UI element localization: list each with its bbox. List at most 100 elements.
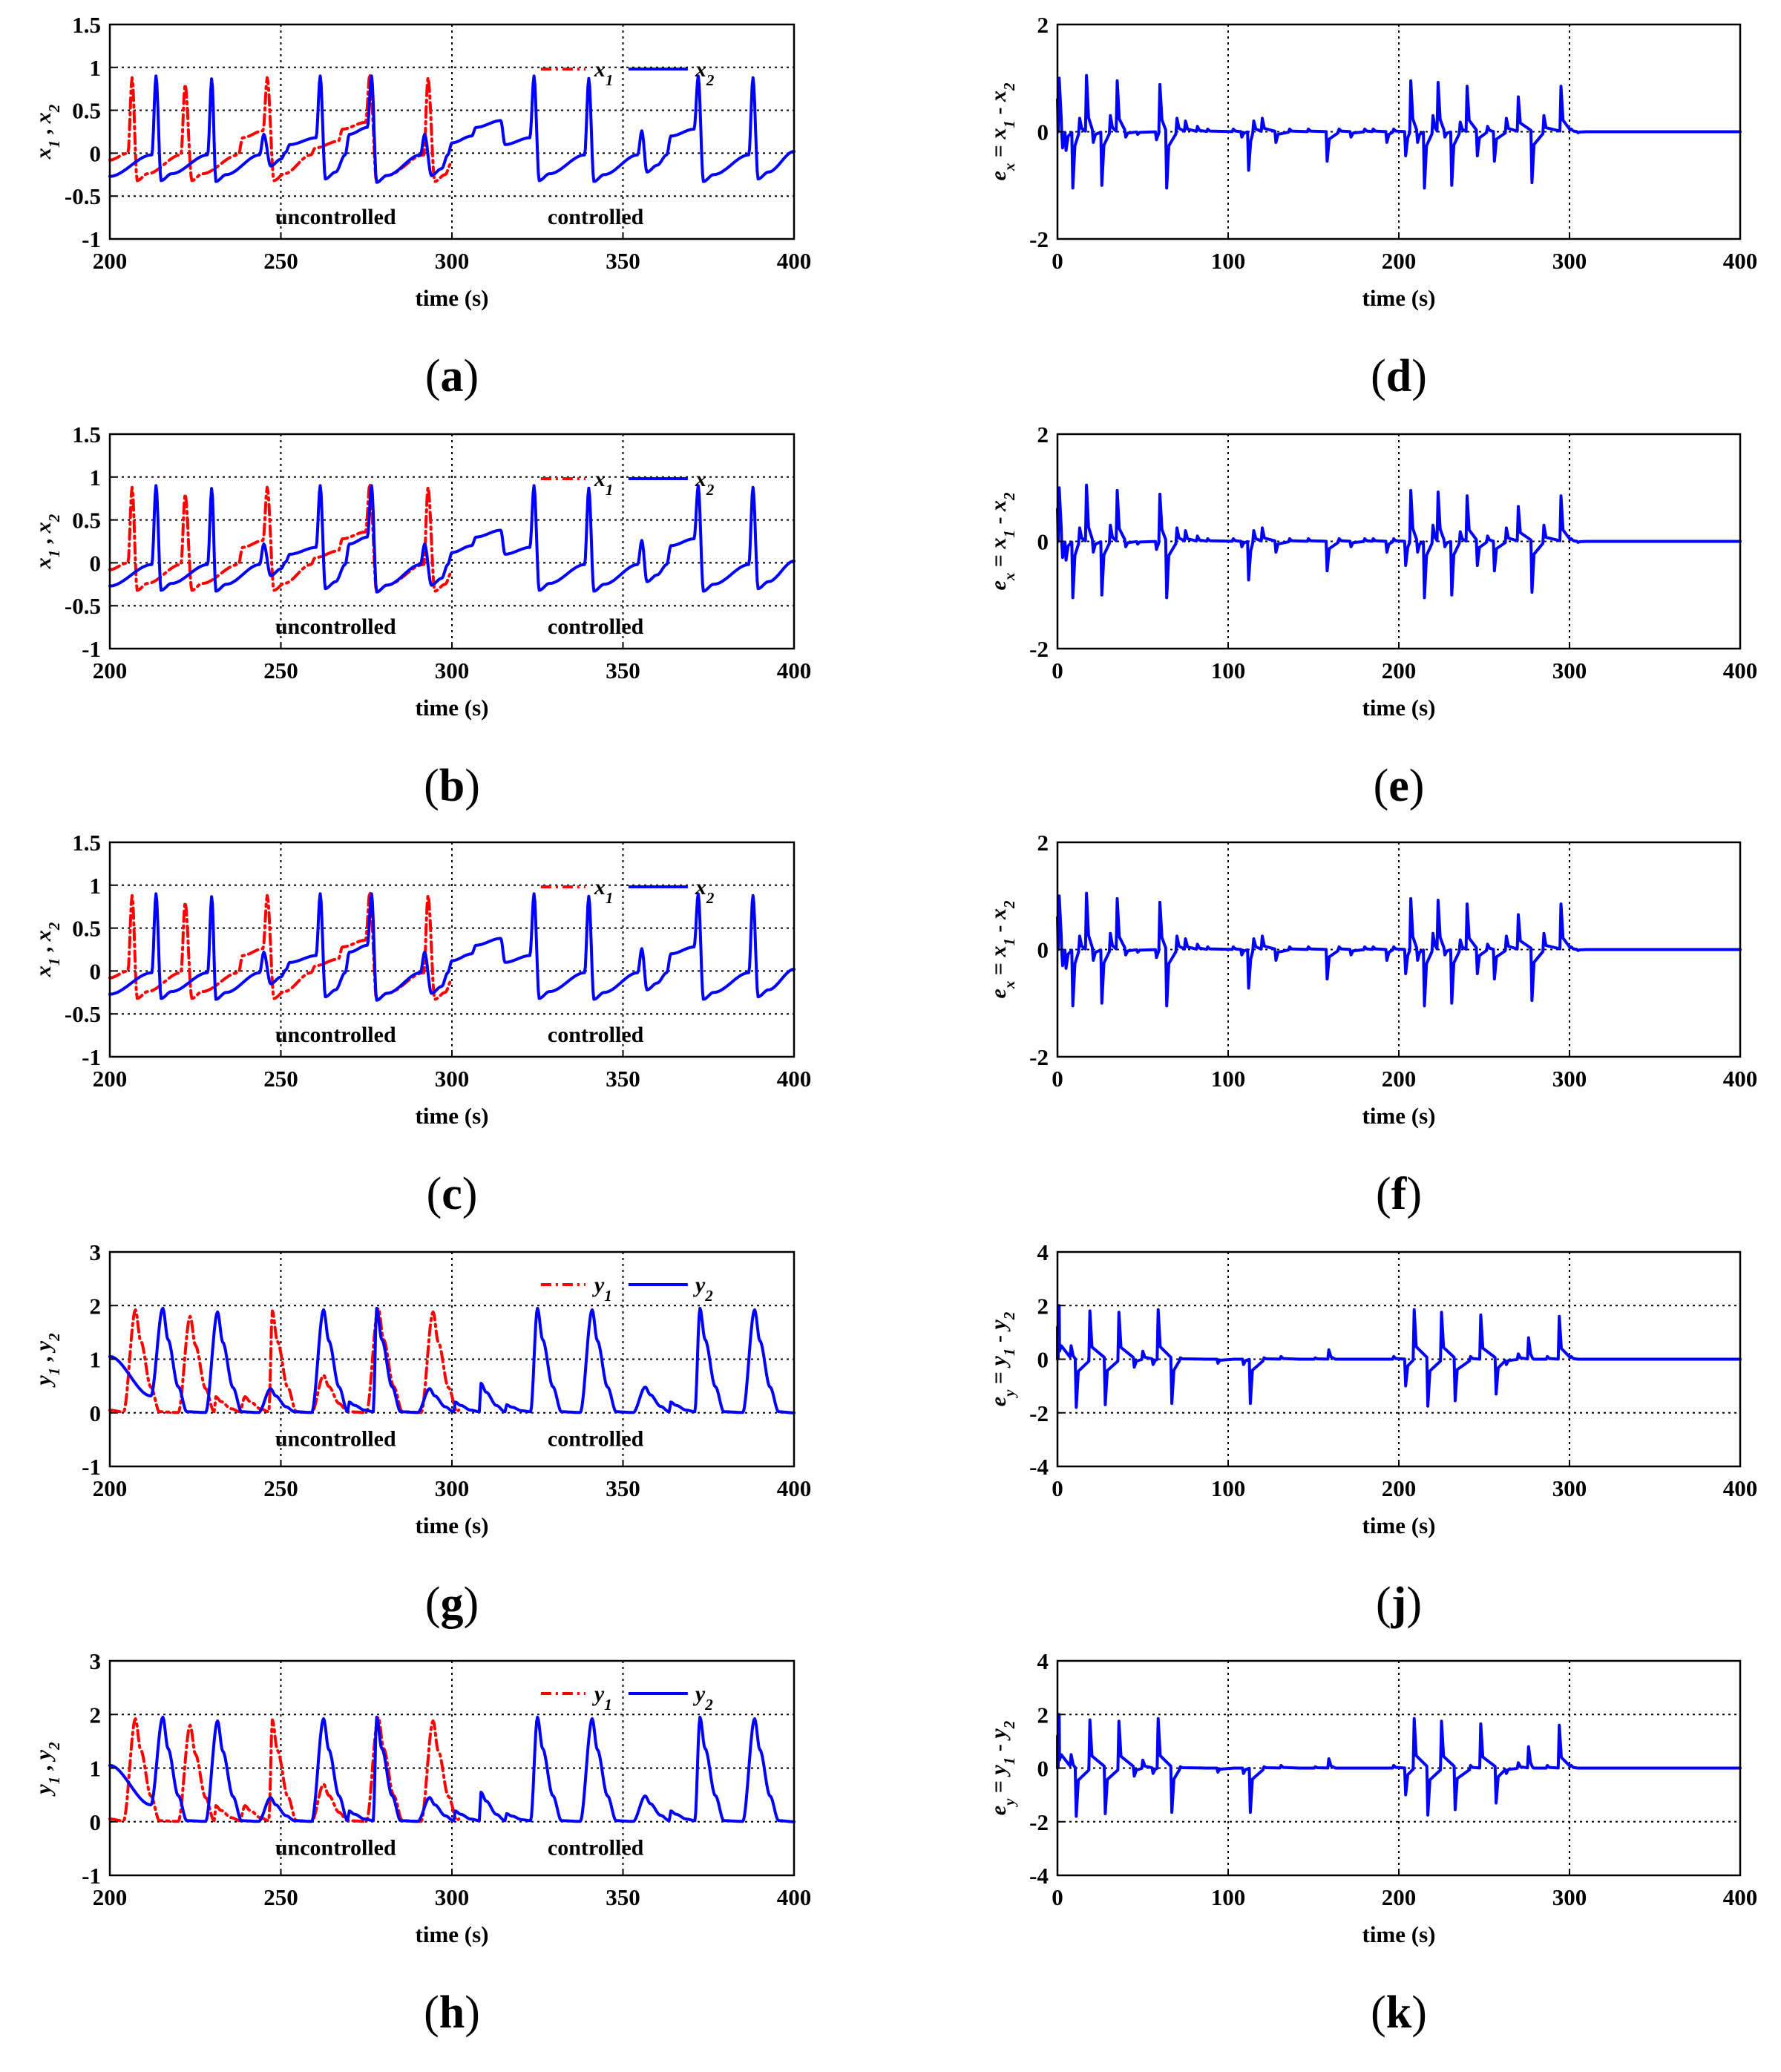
x-tick-label: 250 — [263, 1475, 298, 1501]
x-tick-label: 400 — [1723, 248, 1758, 274]
annotation-uncontrolled: uncontrolled — [275, 1426, 396, 1451]
series-line-y2 — [108, 1306, 796, 1414]
x-tick-label: 200 — [1382, 248, 1417, 274]
annotation-controlled: controlled — [548, 1023, 644, 1047]
panel-label: (b) — [424, 761, 480, 811]
y-tick-label: 1 — [90, 465, 102, 491]
y-tick-label: -0.5 — [65, 593, 101, 619]
y-tick-label: 0.5 — [72, 98, 101, 124]
series-line-y2 — [108, 1715, 796, 1823]
x-tick-label: 400 — [1723, 658, 1758, 683]
x-axis-label: time (s) — [416, 695, 489, 721]
x-tick-label: 100 — [1211, 1066, 1246, 1092]
panel-label: (f) — [1376, 1169, 1422, 1219]
panel-h: 200 250 300 350 400 -1 0 1 2 3 time (s) y1 , y2 unco… — [31, 1648, 811, 2038]
x-tick-label: 200 — [93, 248, 128, 274]
y-axis-label: ey = y1 - y2 — [986, 1720, 1018, 1815]
panel-c: 200 250 300 350 400 -1 -0.5 0 0.5 1 1.5 time (s) x1 … — [31, 830, 811, 1219]
annotation-controlled: controlled — [548, 614, 644, 639]
y-tick-label: -1 — [82, 1044, 101, 1070]
x-axis-label: time (s) — [416, 1103, 489, 1129]
panel-label: (c) — [427, 1169, 478, 1219]
x-axis-label: time (s) — [1362, 1921, 1436, 1947]
x-tick-label: 400 — [777, 1066, 812, 1092]
x-tick-label: 300 — [435, 248, 470, 274]
y-tick-label: 0 — [1037, 529, 1049, 555]
x-tick-label: 400 — [777, 658, 812, 683]
x-axis-label: time (s) — [1362, 1512, 1436, 1538]
x-tick-label: 250 — [263, 1066, 298, 1092]
y-tick-label: -2 — [1029, 226, 1049, 252]
series-line-y1 — [108, 1306, 461, 1414]
x-tick-label: 250 — [263, 1884, 298, 1910]
x-tick-label: 300 — [1552, 1884, 1587, 1910]
x-tick-label: 0 — [1052, 658, 1063, 683]
x-tick-label: 200 — [93, 1475, 128, 1501]
y-tick-label: 1.5 — [72, 830, 101, 856]
y-tick-label: 4 — [1037, 1239, 1049, 1265]
series-line-x2 — [108, 892, 796, 1002]
y-tick-label: 1 — [90, 873, 102, 899]
series-line-e_x — [1056, 73, 1742, 190]
legend-label-y2: y2 — [693, 1273, 713, 1305]
x-tick-label: 200 — [93, 1066, 128, 1092]
y-axis-label: y1 , y2 — [31, 1742, 63, 1797]
y-tick-label: 2 — [90, 1702, 102, 1728]
y-tick-label: 2 — [1037, 830, 1049, 856]
y-tick-label: 1.5 — [72, 422, 101, 447]
x-tick-label: 300 — [1552, 658, 1587, 683]
y-axis-label: ey = y1 - y2 — [986, 1311, 1018, 1406]
y-tick-label: -2 — [1029, 636, 1049, 662]
legend-label-y2: y2 — [693, 1682, 713, 1714]
y-tick-label: -1 — [82, 226, 101, 252]
x-tick-label: 0 — [1052, 1475, 1063, 1501]
panel-j: 0 100 200 300 400 -4 -2 0 2 4 time (s) ey = y1 - y2… — [986, 1239, 1757, 1629]
y-tick-label: 0 — [90, 958, 102, 984]
x-tick-label: 250 — [263, 658, 298, 683]
x-axis-label: time (s) — [416, 285, 489, 311]
panel-label: (j) — [1376, 1578, 1422, 1629]
x-tick-label: 350 — [606, 1066, 640, 1092]
y-axis-label: x1 , x2 — [31, 922, 63, 977]
x-tick-label: 200 — [1382, 658, 1417, 683]
legend-label-x2: x2 — [695, 875, 715, 907]
y-tick-label: 3 — [90, 1648, 102, 1674]
x-axis-label: time (s) — [416, 1921, 489, 1947]
annotation-controlled: controlled — [548, 1426, 644, 1451]
y-axis-label: x1 , x2 — [31, 104, 63, 160]
y-tick-label: 0.5 — [72, 916, 101, 942]
x-tick-label: 300 — [435, 1475, 470, 1501]
y-axis-label: ex = x1 - x2 — [986, 900, 1018, 998]
panel-g: 200 250 300 350 400 -1 0 1 2 3 time (s) y1 , y2 unco… — [31, 1239, 811, 1629]
panel-label: (g) — [425, 1578, 479, 1629]
y-tick-label: 1.5 — [72, 12, 101, 38]
panel-a: 200 250 300 350 400 -1 -0.5 0 0.5 1 1.5 time (s) x1 … — [31, 12, 811, 401]
y-tick-label: -1 — [82, 636, 101, 662]
x-axis-label: time (s) — [1362, 285, 1436, 311]
x-tick-label: 100 — [1211, 1475, 1246, 1501]
y-tick-label: -0.5 — [65, 183, 101, 209]
x-axis-label: time (s) — [1362, 695, 1436, 721]
x-tick-label: 0 — [1052, 1884, 1063, 1910]
x-tick-label: 100 — [1211, 1884, 1246, 1910]
y-tick-label: -2 — [1029, 1044, 1049, 1070]
y-axis-label: y1 , y2 — [31, 1333, 63, 1388]
series-line-x2 — [108, 74, 796, 184]
y-tick-label: 2 — [1037, 12, 1049, 38]
legend-label-x1: x1 — [594, 57, 614, 89]
y-tick-label: 1 — [90, 1756, 102, 1782]
series-line-e_x — [1056, 891, 1742, 1008]
y-tick-label: 0 — [90, 1809, 102, 1835]
series-line-y1 — [108, 1715, 461, 1823]
y-tick-label: -2 — [1029, 1809, 1049, 1835]
y-tick-label: -2 — [1029, 1400, 1049, 1426]
x-tick-label: 300 — [435, 1066, 470, 1092]
y-tick-label: 2 — [1037, 1293, 1049, 1319]
x-tick-label: 350 — [606, 248, 640, 274]
x-tick-label: 300 — [1552, 1066, 1587, 1092]
series-line-e_x — [1056, 483, 1742, 600]
y-tick-label: 0 — [90, 1400, 102, 1426]
x-tick-label: 200 — [1382, 1475, 1417, 1501]
